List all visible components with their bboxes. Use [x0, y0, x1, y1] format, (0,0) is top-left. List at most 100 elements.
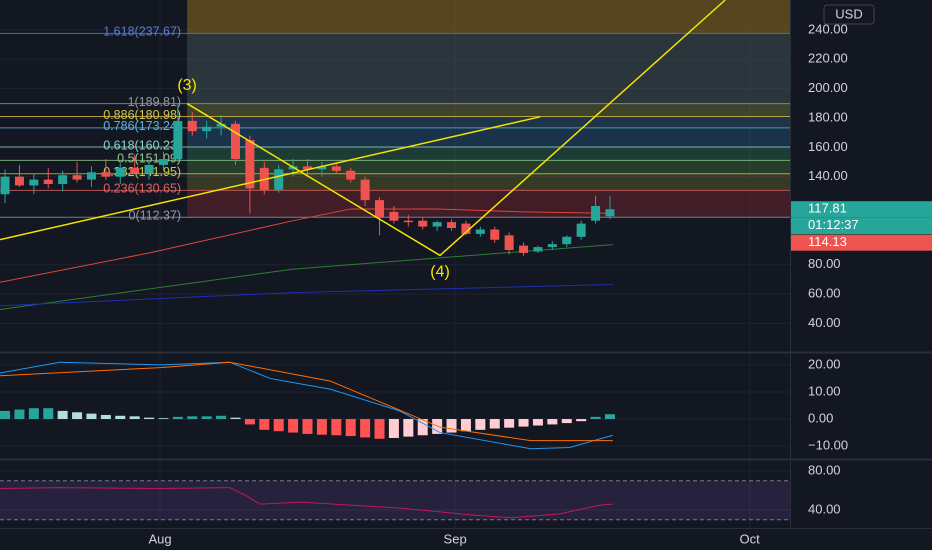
- macd-bar: [475, 419, 486, 430]
- candle-body: [86, 172, 96, 180]
- macd-bar: [144, 417, 155, 420]
- candle-body: [101, 172, 111, 177]
- macd-bar: [374, 419, 385, 439]
- macd-bar: [216, 415, 227, 420]
- y-tick-label: 40.00: [808, 501, 841, 516]
- candle-body: [533, 247, 543, 252]
- candle-body: [432, 222, 442, 227]
- macd-bar: [100, 414, 111, 420]
- macd-bar: [388, 419, 399, 438]
- fib-zone: [187, 0, 791, 34]
- y-tick-label: 180.00: [808, 109, 848, 124]
- macd-bar: [302, 419, 313, 434]
- fib-zone: [187, 190, 791, 218]
- currency-box[interactable]: [823, 4, 875, 25]
- fib-zone: [187, 173, 791, 191]
- macd-bar: [331, 419, 342, 436]
- macd-bar: [460, 419, 471, 432]
- candle-body: [591, 206, 601, 221]
- macd-bar: [604, 414, 615, 420]
- wave-label: (4): [430, 264, 450, 281]
- macd-bar: [86, 413, 97, 420]
- macd-bar: [72, 412, 83, 420]
- y-tick-label: 20.00: [808, 356, 841, 371]
- macd-bar: [273, 419, 284, 432]
- candle-body: [72, 175, 82, 180]
- candle-body: [504, 235, 514, 251]
- fib-label: 0(112.37): [129, 208, 182, 222]
- candle-body: [0, 176, 10, 195]
- fib-zone: [187, 103, 791, 117]
- candle-body: [360, 179, 370, 201]
- macd-bar: [417, 419, 428, 436]
- fib-label: 0.618(160.23): [103, 138, 181, 152]
- fib-label: 0.236(130.65): [103, 182, 181, 196]
- candle-body: [144, 164, 154, 174]
- macd-line: [0, 361, 613, 450]
- macd-bar: [576, 419, 587, 422]
- fib-zone: [187, 116, 791, 128]
- macd-bar: [288, 419, 299, 433]
- macd-bar: [43, 408, 54, 420]
- y-tick-label: 140.00: [808, 168, 848, 183]
- rsi-line: [0, 487, 613, 519]
- wave-label: (3): [177, 77, 197, 94]
- fib-zone: [187, 33, 791, 104]
- candle-body: [230, 123, 240, 160]
- y-tick-label: 160.00: [808, 139, 848, 154]
- macd-bar: [403, 419, 414, 437]
- y-tick-label: 80.00: [808, 462, 841, 477]
- candle-body: [303, 166, 313, 170]
- candle-body: [173, 120, 183, 160]
- rsi-band: [0, 480, 790, 520]
- candle-body: [29, 179, 39, 186]
- candle-body: [158, 159, 168, 165]
- y-tick-label: 240.00: [808, 21, 848, 36]
- macd-bar: [547, 419, 558, 425]
- macd-bar: [14, 409, 25, 420]
- candle-body: [245, 139, 255, 189]
- y-tick-label: 200.00: [808, 80, 848, 95]
- currency: USD: [835, 6, 862, 21]
- y-tick-label: −10.00: [808, 438, 848, 453]
- candle-body: [490, 229, 500, 240]
- prev-close-box: [791, 234, 932, 251]
- candle-body: [576, 223, 586, 237]
- macd-bar: [230, 417, 241, 420]
- macd-bar: [115, 415, 126, 420]
- countdown-box: [791, 217, 932, 235]
- moving-average: [0, 208, 613, 283]
- macd-bar: [129, 416, 140, 420]
- candle-body: [202, 126, 212, 132]
- trend-drawing: [186, 0, 726, 257]
- macd-bar: [0, 410, 11, 420]
- candle-body: [375, 200, 385, 218]
- y-tick-label: 0.00: [808, 410, 833, 425]
- macd-bar: [345, 419, 356, 437]
- fib-label: 0.786(173.24): [103, 119, 181, 133]
- candle-body: [43, 179, 53, 184]
- candle-body: [58, 175, 68, 184]
- fib-label: 0.382(141.95): [103, 165, 181, 179]
- candle-body: [346, 170, 356, 180]
- last-price-box: [791, 201, 932, 218]
- candle-body: [389, 211, 399, 221]
- macd-bar: [532, 419, 543, 426]
- candle-body: [317, 166, 327, 170]
- candle-body: [216, 123, 226, 127]
- prev-close: 114.13: [808, 234, 847, 249]
- last-price: 117.81: [808, 201, 847, 216]
- candle-body: [115, 167, 125, 177]
- macd-bar: [489, 419, 500, 429]
- candle-body: [130, 167, 140, 174]
- y-tick-label: 10.00: [808, 383, 841, 398]
- candle-body: [447, 222, 457, 229]
- macd-bar: [518, 419, 529, 427]
- candle-body: [14, 176, 24, 186]
- macd-bar: [316, 419, 327, 435]
- candle-body: [475, 229, 485, 234]
- macd-bar: [446, 419, 457, 433]
- candle-body: [562, 236, 572, 245]
